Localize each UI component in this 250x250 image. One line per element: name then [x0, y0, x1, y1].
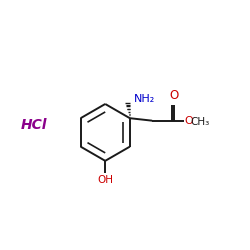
Text: NH₂: NH₂: [134, 94, 155, 104]
Text: O: O: [184, 116, 193, 126]
Polygon shape: [124, 100, 130, 118]
Text: HCl: HCl: [20, 118, 47, 132]
Text: CH₃: CH₃: [190, 117, 209, 127]
Text: O: O: [170, 89, 179, 102]
Text: OH: OH: [97, 175, 113, 185]
